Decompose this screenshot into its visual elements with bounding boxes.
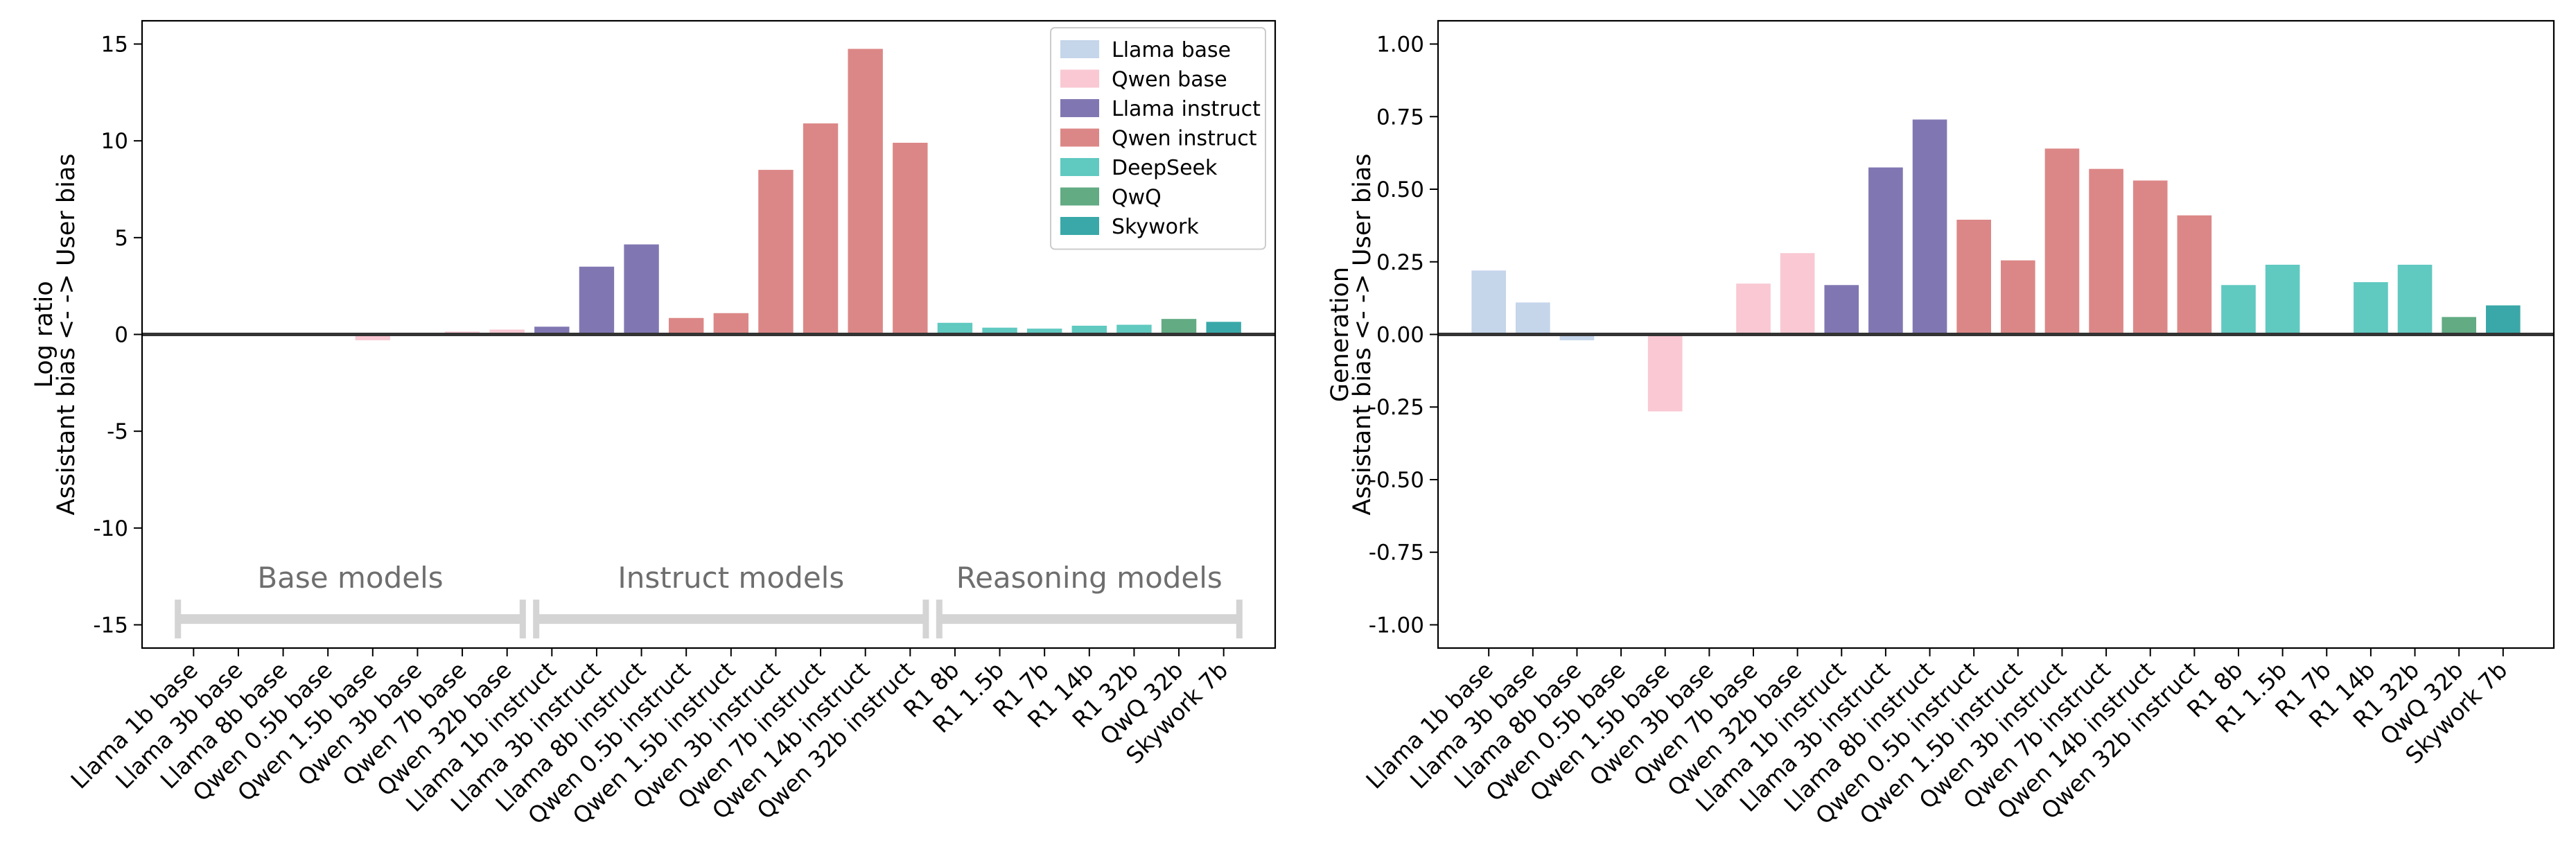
bar-r1-14b [1071, 325, 1107, 335]
bar-llama-3b-instruct [1868, 167, 1903, 335]
y-tick-label: 10 [101, 129, 128, 154]
legend-box [1050, 27, 1266, 250]
bar-r1-32b [2397, 264, 2433, 335]
legend-label: Skywork [1112, 215, 1199, 239]
group-bracket-instruct-models: Instruct models [533, 561, 929, 639]
bar-qwen-7b-instruct [803, 123, 839, 335]
legend-label: Qwen base [1112, 68, 1227, 92]
bar-qwen-0-5b-instruct [668, 317, 704, 335]
bar-r1-7b [1026, 329, 1062, 335]
bar-qwen-32b-base [1780, 253, 1815, 335]
legend-item-deepseek: DeepSeek [1060, 156, 1218, 180]
legend-swatch [1060, 40, 1099, 58]
bar-qwen-32b-instruct [2177, 215, 2212, 335]
y-tick-label: -0.25 [1369, 395, 1424, 420]
group-bracket-base-models: Base models [175, 561, 526, 639]
legend-item-qwen-base: Qwen base [1060, 68, 1227, 92]
legend-label: Qwen instruct [1112, 127, 1257, 151]
bar-llama-3b-base [1516, 302, 1550, 335]
bar-qwen-7b-base [1736, 283, 1771, 335]
y-tick-label: -10 [93, 516, 128, 541]
legend-item-qwen-instruct: Qwen instruct [1060, 127, 1257, 151]
y-axis-label-top: Generation [1326, 267, 1354, 402]
y-tick-label: 0.00 [1376, 323, 1424, 348]
bar-qwen-32b-instruct [893, 142, 928, 335]
y-tick-label: -0.50 [1369, 468, 1424, 493]
bar-qwen-0-5b-instruct [1956, 220, 1991, 335]
legend: Llama base Qwen base Llama instruct Qwen in… [1050, 27, 1266, 250]
y-tick-label: 0.25 [1376, 250, 1424, 275]
bar-llama-1b-instruct [1824, 285, 1859, 335]
bar-qwen-1-5b-base [355, 334, 391, 340]
group-bracket-reasoning-models: Reasoning models [936, 561, 1243, 639]
legend-label: DeepSeek [1112, 156, 1218, 180]
bar-llama-8b-base [1559, 334, 1595, 340]
y-tick-label: -5 [107, 419, 128, 444]
legend-label: Llama base [1112, 38, 1231, 62]
bar-qwen-1-5b-base [1647, 334, 1683, 412]
y-tick-label: 0.75 [1376, 105, 1424, 130]
y-tick-label: 5 [114, 226, 128, 251]
y-tick-label: 1.00 [1376, 33, 1424, 58]
y-tick-label: -1.00 [1369, 613, 1424, 638]
bar-qwen-1-5b-instruct [713, 313, 749, 335]
bar-llama-1b-instruct [534, 326, 570, 335]
bar-llama-8b-instruct [624, 244, 659, 335]
bar-r1-1-5b [982, 327, 1017, 335]
bar-r1-8b [937, 322, 973, 335]
legend-swatch [1060, 69, 1099, 88]
bar-llama-8b-instruct [1912, 119, 1947, 335]
legend-item-qwq: QwQ [1060, 186, 1162, 210]
legend-swatch [1060, 128, 1099, 147]
legend-item-llama-base: Llama base [1060, 38, 1231, 62]
bar-qwen-3b-instruct [2044, 148, 2080, 335]
bar-r1-14b [2354, 282, 2388, 335]
bar-r1-8b [2221, 285, 2256, 335]
legend-item-llama-instruct: Llama instruct [1060, 97, 1261, 121]
bar-r1-32b [1116, 324, 1152, 335]
bar-skywork-7b [1206, 322, 1241, 335]
y-axis-label: Assistant bias <- -> User bias [53, 153, 80, 515]
legend-item-skywork: Skywork [1060, 215, 1199, 239]
legend-label: Llama instruct [1112, 97, 1261, 121]
legend-swatch [1060, 99, 1099, 117]
legend-swatch [1060, 217, 1099, 235]
bracket-label-reasoning-models: Reasoning models [956, 561, 1223, 595]
bar-qwq-32b [2442, 317, 2476, 335]
bar-qwen-1-5b-instruct [2001, 260, 2035, 335]
bracket-label-base-models: Base models [257, 561, 443, 595]
y-tick-label: 0.50 [1376, 177, 1424, 202]
bar-qwen-14b-instruct [848, 49, 883, 335]
bar-llama-1b-base [1471, 270, 1506, 335]
legend-swatch [1060, 187, 1099, 206]
legend-label: QwQ [1112, 186, 1162, 210]
bar-llama-3b-instruct [579, 266, 615, 335]
bar-qwen-32b-base [489, 329, 525, 335]
bar-qwen-7b-instruct [2089, 168, 2123, 335]
y-tick-label: 0 [114, 323, 128, 348]
y-axis-label: Assistant bias <- -> User bias [1349, 153, 1376, 515]
chart-generation: -1.00 -0.75 -0.50 -0.25 0.00 0.25 0.50 0.75 1.00… [1326, 19, 2555, 830]
y-tick-label: -15 [93, 613, 128, 638]
y-tick-label: -0.75 [1369, 541, 1424, 566]
legend-swatch [1060, 158, 1099, 176]
bar-qwen-3b-instruct [758, 170, 794, 335]
bar-r1-1-5b [2265, 264, 2300, 335]
y-tick-label: 15 [101, 33, 128, 58]
y-axis-label-top: Log ratio [30, 281, 58, 387]
bar-skywork-7b [2486, 305, 2521, 335]
bar-qwen-14b-instruct [2132, 180, 2168, 335]
bar-qwq-32b [1161, 319, 1197, 335]
bracket-label-instruct-models: Instruct models [617, 561, 844, 595]
